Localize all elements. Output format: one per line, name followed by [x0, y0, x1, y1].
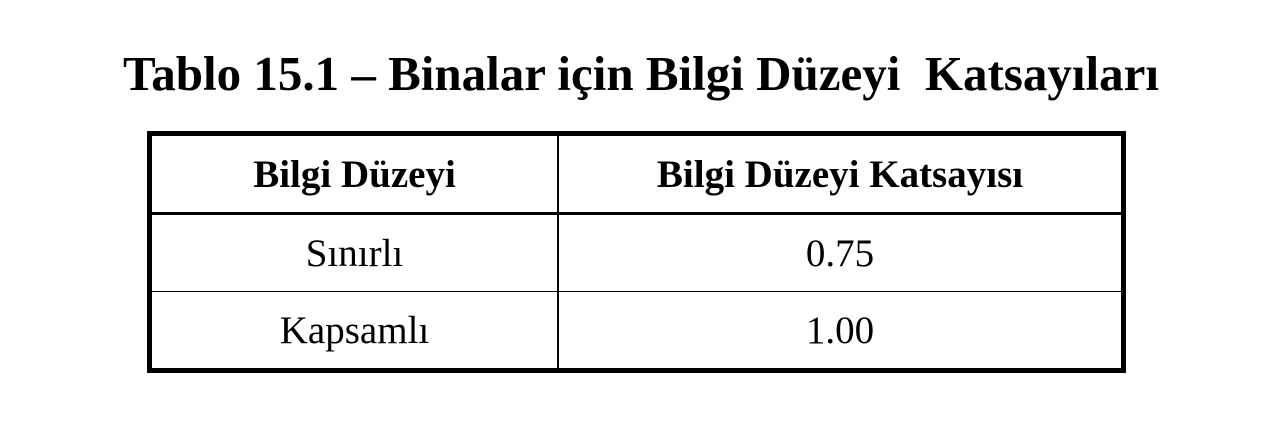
cell-level: Kapsamlı — [149, 291, 559, 371]
table-header-row: Bilgi Düzeyi Bilgi Düzeyi Katsayısı — [149, 133, 1124, 215]
cell-coefficient: 1.00 — [558, 291, 1124, 371]
knowledge-level-table: Bilgi Düzeyi Bilgi Düzeyi Katsayısı Sını… — [147, 131, 1126, 373]
header-bilgi-duzeyi: Bilgi Düzeyi — [149, 133, 559, 215]
header-katsayi: Bilgi Düzeyi Katsayısı — [558, 133, 1124, 215]
table-title: Tablo 15.1 – Binalar için Bilgi Düzeyi K… — [123, 46, 1159, 101]
cell-level: Sınırlı — [149, 213, 559, 292]
table-row: Kapsamlı 1.00 — [149, 291, 1124, 371]
cell-coefficient: 0.75 — [558, 213, 1124, 292]
table-row: Sınırlı 0.75 — [149, 213, 1124, 292]
